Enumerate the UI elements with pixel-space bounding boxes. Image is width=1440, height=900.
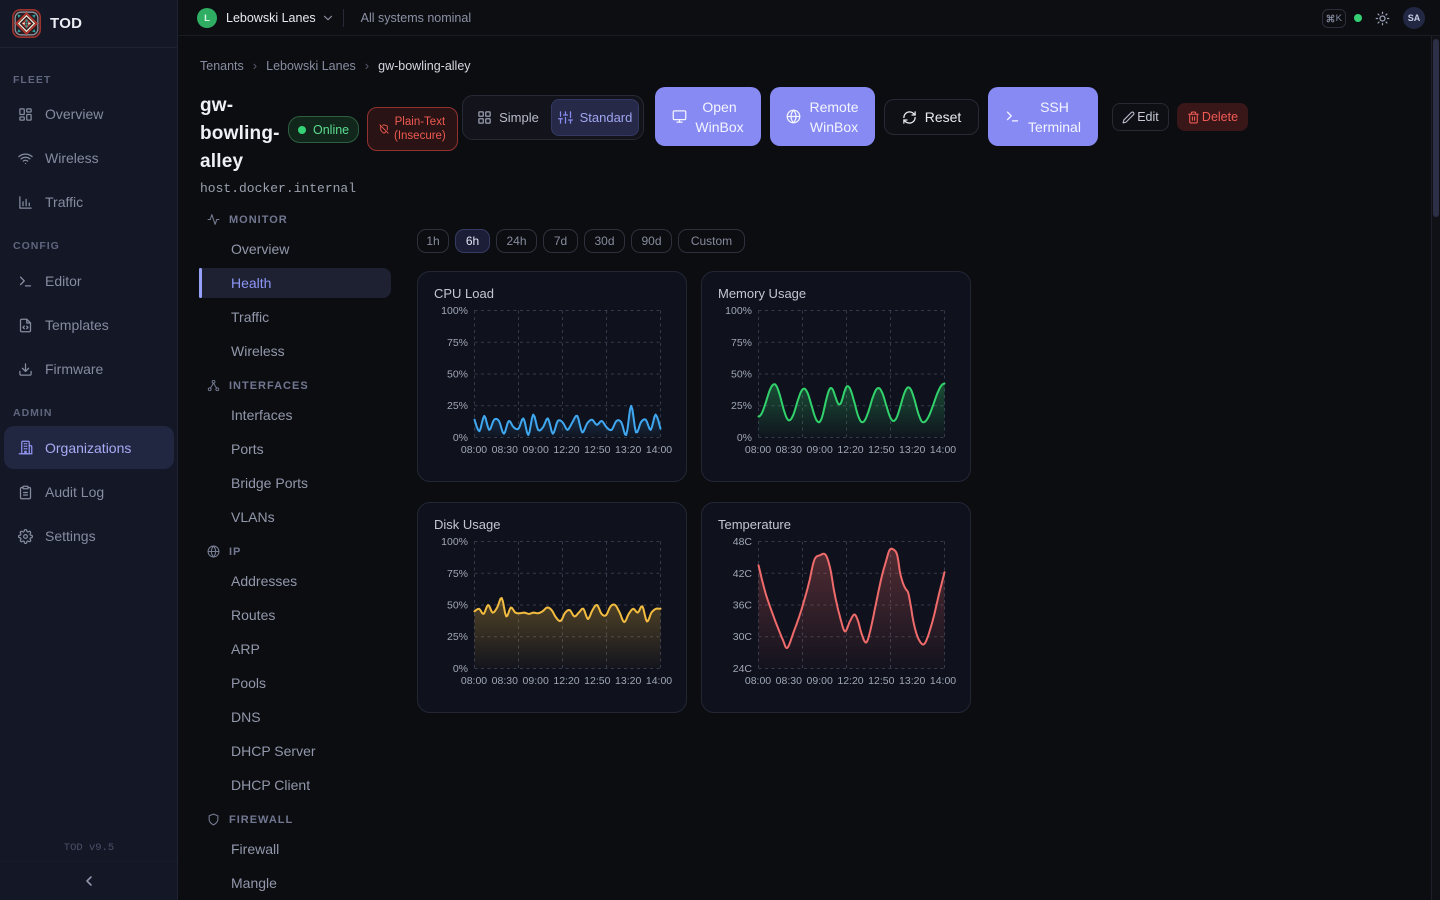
svg-text:08:30: 08:30: [492, 444, 518, 456]
svg-text:36C: 36C: [733, 600, 753, 612]
svg-text:08:30: 08:30: [776, 444, 802, 456]
svg-text:30C: 30C: [733, 631, 753, 643]
svg-text:75%: 75%: [447, 568, 468, 580]
svg-text:100%: 100%: [725, 305, 752, 317]
svg-text:08:00: 08:00: [461, 444, 487, 456]
svg-text:08:30: 08:30: [776, 675, 802, 687]
svg-text:13:20: 13:20: [615, 675, 641, 687]
svg-text:50%: 50%: [447, 369, 468, 381]
svg-text:08:00: 08:00: [745, 675, 771, 687]
svg-text:0%: 0%: [453, 432, 468, 444]
svg-text:09:00: 09:00: [807, 675, 833, 687]
svg-text:09:00: 09:00: [807, 444, 833, 456]
svg-text:75%: 75%: [731, 337, 752, 349]
svg-text:12:50: 12:50: [868, 444, 894, 456]
svg-text:13:20: 13:20: [899, 444, 925, 456]
svg-text:13:20: 13:20: [899, 675, 925, 687]
svg-text:25%: 25%: [447, 400, 468, 412]
svg-text:09:00: 09:00: [523, 444, 549, 456]
svg-text:12:20: 12:20: [553, 444, 579, 456]
svg-text:42C: 42C: [733, 568, 753, 580]
svg-text:50%: 50%: [731, 369, 752, 381]
svg-text:12:50: 12:50: [584, 444, 610, 456]
svg-text:08:00: 08:00: [461, 675, 487, 687]
svg-text:08:30: 08:30: [492, 675, 518, 687]
svg-text:14:00: 14:00: [646, 675, 672, 687]
svg-text:14:00: 14:00: [930, 444, 956, 456]
svg-text:25%: 25%: [447, 631, 468, 643]
svg-text:24C: 24C: [733, 663, 753, 675]
svg-text:08:00: 08:00: [745, 444, 771, 456]
svg-text:14:00: 14:00: [646, 444, 672, 456]
svg-text:09:00: 09:00: [523, 675, 549, 687]
svg-text:13:20: 13:20: [615, 444, 641, 456]
svg-text:0%: 0%: [453, 663, 468, 675]
svg-text:12:20: 12:20: [553, 675, 579, 687]
svg-text:12:50: 12:50: [584, 675, 610, 687]
svg-text:12:20: 12:20: [837, 675, 863, 687]
svg-text:48C: 48C: [733, 536, 753, 548]
svg-text:100%: 100%: [441, 536, 468, 548]
svg-text:0%: 0%: [737, 432, 752, 444]
svg-text:14:00: 14:00: [930, 675, 956, 687]
svg-text:12:50: 12:50: [868, 675, 894, 687]
svg-text:100%: 100%: [441, 305, 468, 317]
svg-text:25%: 25%: [731, 400, 752, 412]
svg-text:12:20: 12:20: [837, 444, 863, 456]
svg-text:75%: 75%: [447, 337, 468, 349]
svg-text:50%: 50%: [447, 600, 468, 612]
